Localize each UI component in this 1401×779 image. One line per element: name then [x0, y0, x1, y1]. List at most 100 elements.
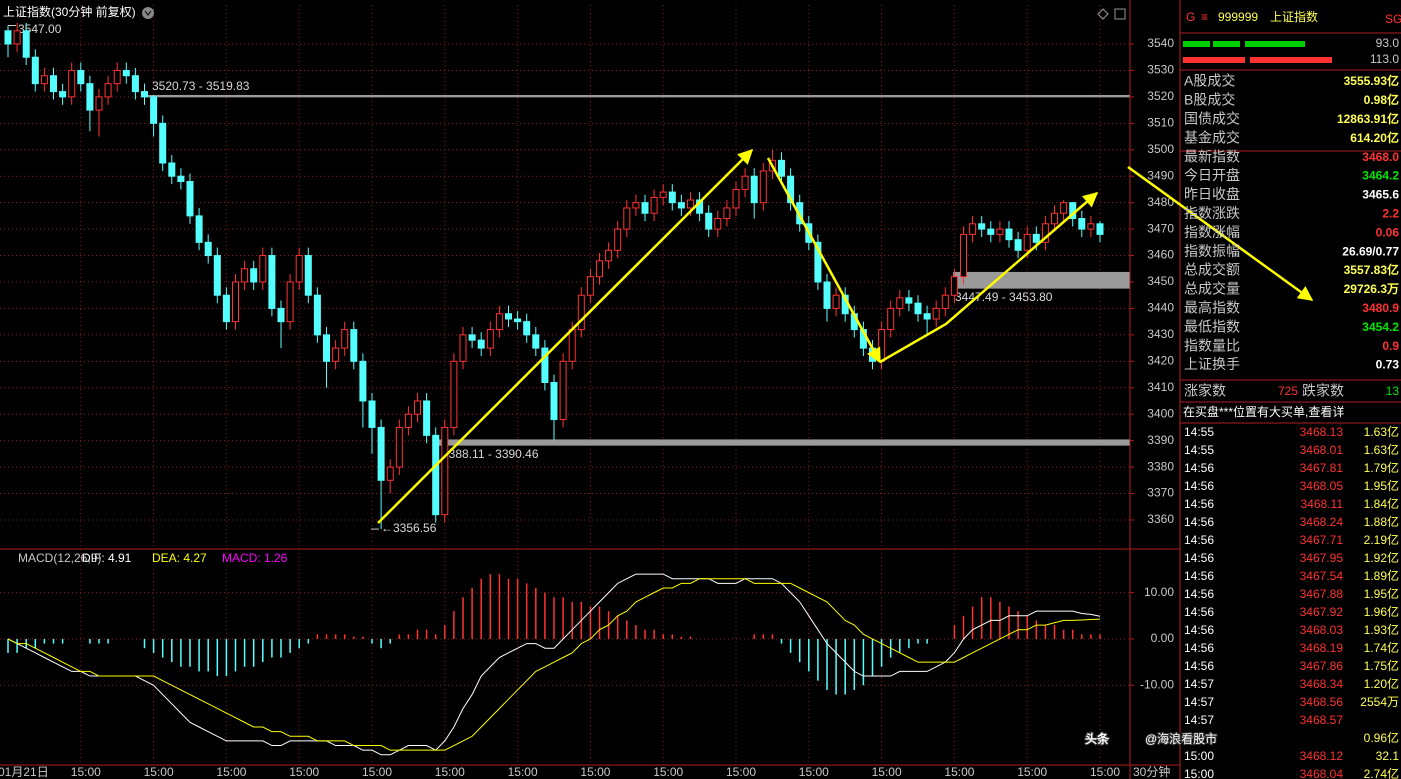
candle-body: [650, 196, 658, 214]
candle-body: [623, 207, 631, 230]
tick-price: 3468.57: [1300, 713, 1344, 727]
candle-body: [878, 329, 886, 362]
x-tick-label: 15:00: [653, 765, 683, 779]
y-tick-label: 3420: [1147, 353, 1174, 367]
candle-body: [559, 360, 567, 420]
trend-arrows: [377, 148, 1314, 524]
candle-body: [150, 96, 158, 124]
candle-body: [677, 202, 685, 209]
tick-price: 3467.54: [1300, 569, 1344, 583]
diamond-icon[interactable]: [1097, 8, 1109, 20]
tick-price: 3468.13: [1300, 425, 1344, 439]
candle-body: [359, 360, 367, 402]
tick-price: 3468.03: [1300, 623, 1344, 637]
tick-time: 14:56: [1184, 659, 1214, 673]
tick-time: 14:55: [1184, 425, 1214, 439]
candle-body: [404, 413, 412, 428]
row-label: A股成交: [1184, 73, 1235, 89]
y-tick-label: 3360: [1147, 512, 1174, 526]
x-tick-label: 01月21日: [0, 765, 49, 779]
y-tick-label: 3510: [1147, 116, 1174, 130]
candle-body: [159, 122, 167, 164]
candle-body: [441, 426, 449, 516]
row-label: 上证换手: [1184, 356, 1240, 372]
y-tick-label: 3520: [1147, 89, 1174, 103]
tick-price: 3467.95: [1300, 551, 1344, 565]
candle-body: [950, 276, 958, 296]
tick-volume: 1.84亿: [1364, 496, 1399, 511]
watermark-brand: 头条: [1085, 731, 1110, 746]
row-value: 12863.91亿: [1337, 111, 1399, 126]
y-tick-label: 3460: [1147, 248, 1174, 262]
y-tick-label: 3480: [1147, 195, 1174, 209]
candle-body: [341, 329, 349, 349]
macd-title: MACD(12,26,9): [18, 551, 101, 565]
annotation: ←3356.56: [381, 521, 437, 535]
ratio-bar: [1250, 57, 1332, 63]
candle-body: [687, 199, 694, 209]
arrow: [377, 148, 754, 524]
menu[interactable]: ≡: [1201, 10, 1208, 24]
candle-body: [905, 297, 913, 304]
tick-time: 14:57: [1184, 677, 1214, 691]
corner: SG: [1385, 12, 1401, 26]
y-tick-label: 3430: [1147, 327, 1174, 341]
tick-price: 3468.11: [1301, 497, 1344, 511]
ratio-bar: [1245, 41, 1305, 47]
candle-body: [568, 329, 576, 362]
candle-body: [13, 30, 21, 45]
candle-body: [1096, 223, 1104, 235]
candle-body: [723, 207, 731, 220]
tick-volume: 32.1: [1376, 749, 1400, 763]
y-tick-label: 3470: [1147, 221, 1174, 235]
tick-volume: 1.89亿: [1364, 568, 1399, 583]
tick-volume: 1.93亿: [1364, 622, 1399, 637]
candle-body: [477, 339, 485, 349]
candle-body: [304, 255, 312, 296]
candle-body: [550, 381, 558, 420]
tick-time: 14:55: [1184, 443, 1214, 457]
row-value: 0.73: [1376, 358, 1400, 372]
x-tick-label: 15:00: [580, 765, 610, 779]
candle-body: [186, 181, 194, 217]
tick-volume: 1.20亿: [1364, 676, 1399, 691]
candle-body: [213, 255, 221, 296]
candle-body: [914, 302, 922, 315]
candle-body: [468, 334, 476, 341]
tick-price: 3468.34: [1300, 677, 1344, 691]
candle-body: [459, 334, 467, 362]
tick-price: 3468.01: [1300, 443, 1344, 457]
y-tick-label: -10.00: [1140, 677, 1174, 691]
candle-body: [31, 56, 39, 85]
title-menu[interactable]: [142, 7, 154, 19]
candle-body: [1014, 239, 1022, 251]
candle-body: [1023, 233, 1031, 251]
y-tick-label: 3380: [1147, 459, 1174, 473]
tick-volume: 1.88亿: [1364, 514, 1399, 529]
candle-body: [1060, 202, 1068, 214]
candle-body: [50, 75, 57, 93]
candle-body: [741, 175, 749, 190]
row-value: 0.98亿: [1364, 92, 1399, 107]
window-icon[interactable]: [1114, 8, 1126, 20]
candle-body: [95, 96, 103, 111]
tick-price: 3467.88: [1300, 587, 1344, 601]
candle-body: [659, 191, 667, 198]
candle-body: [423, 400, 431, 436]
y-tick-label: 3410: [1147, 380, 1174, 394]
ratio-value: 93.0: [1376, 36, 1400, 50]
tick-price: 3468.04: [1300, 767, 1344, 779]
candle-body: [86, 83, 94, 111]
candle-body: [286, 281, 294, 323]
candle-body: [104, 83, 112, 98]
row-label: 国债成交: [1184, 111, 1240, 127]
candle-body: [532, 334, 540, 349]
tick-volume: 1.63亿: [1364, 442, 1399, 457]
row-label: 今日开盘: [1184, 167, 1240, 183]
tick-time: 15:00: [1184, 767, 1214, 779]
notice[interactable]: 在买盘***位置有大买单,查看详: [1183, 404, 1344, 419]
level-band: [438, 439, 1130, 446]
candle-body: [40, 75, 48, 85]
candle-body: [122, 69, 130, 77]
